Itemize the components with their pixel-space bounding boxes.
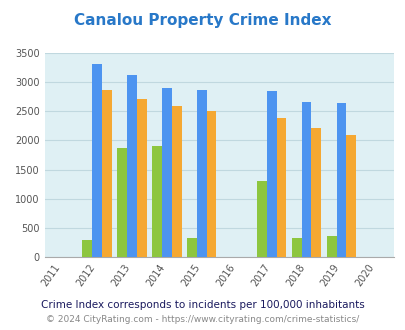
Bar — [345, 135, 355, 257]
Bar — [266, 91, 276, 257]
Bar — [326, 236, 336, 257]
Bar — [291, 238, 301, 257]
Bar — [336, 103, 345, 257]
Bar — [162, 88, 171, 257]
Text: Canalou Property Crime Index: Canalou Property Crime Index — [74, 13, 331, 28]
Bar — [82, 240, 92, 257]
Bar — [301, 103, 311, 257]
Bar — [256, 181, 266, 257]
Bar — [311, 128, 320, 257]
Bar — [102, 90, 111, 257]
Bar — [196, 90, 206, 257]
Bar — [117, 148, 127, 257]
Bar — [171, 106, 181, 257]
Bar — [187, 238, 196, 257]
Text: © 2024 CityRating.com - https://www.cityrating.com/crime-statistics/: © 2024 CityRating.com - https://www.city… — [46, 315, 359, 324]
Bar — [136, 99, 146, 257]
Bar — [152, 146, 162, 257]
Bar — [206, 111, 216, 257]
Bar — [127, 75, 136, 257]
Bar — [276, 118, 286, 257]
Text: Crime Index corresponds to incidents per 100,000 inhabitants: Crime Index corresponds to incidents per… — [41, 300, 364, 310]
Bar — [92, 64, 102, 257]
